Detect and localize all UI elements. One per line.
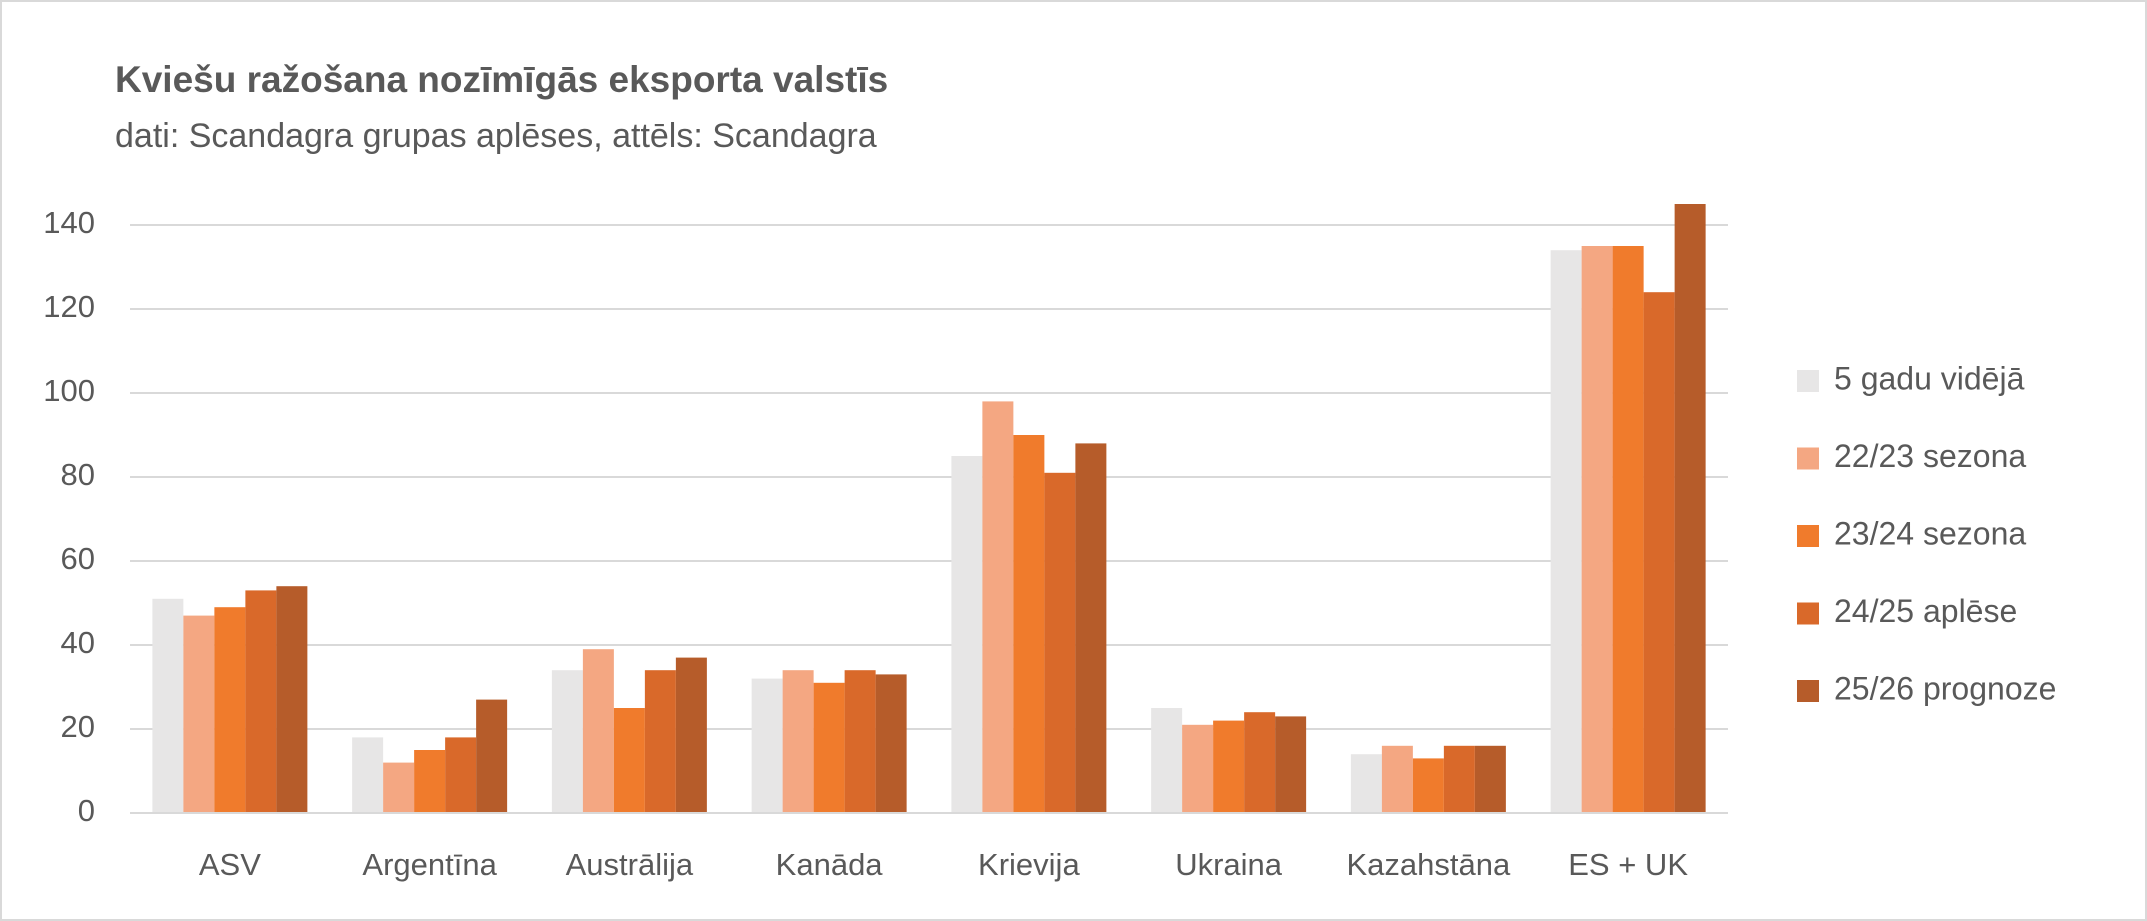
y-tick-label: 40: [61, 625, 95, 660]
bar: [644, 670, 676, 813]
bar: [982, 401, 1014, 813]
bar: [1044, 472, 1076, 813]
y-tick-label: 100: [43, 373, 95, 408]
bar: [813, 682, 845, 813]
bar: [551, 670, 583, 813]
legend-label: 24/25 aplēse: [1834, 593, 2017, 629]
bar: [1550, 250, 1582, 813]
bar: [1643, 292, 1675, 813]
bar: [1443, 745, 1475, 813]
x-tick-label: Argentīna: [362, 847, 497, 882]
bar: [1151, 708, 1183, 813]
bar: [782, 670, 814, 813]
y-tick-label: 0: [78, 793, 95, 828]
bar: [1182, 724, 1214, 813]
bar: [1581, 246, 1613, 813]
bar: [245, 590, 277, 813]
bar: [1674, 204, 1706, 813]
bar: [951, 456, 983, 813]
legend-label: 5 gadu vidējā: [1834, 360, 2025, 396]
bar: [1612, 246, 1644, 813]
legend-label: 23/24 sezona: [1834, 515, 2026, 551]
bar: [1244, 712, 1276, 813]
bar: [152, 598, 184, 813]
bar: [751, 678, 783, 813]
legend-swatch: [1797, 447, 1819, 470]
x-tick-label: Krievija: [978, 847, 1080, 882]
legend-swatch: [1797, 602, 1819, 625]
bar: [1013, 435, 1045, 813]
bar: [476, 699, 508, 813]
chart-title: Kviešu ražošana nozīmīgās eksporta valst…: [115, 59, 888, 100]
bar: [445, 737, 477, 813]
bar: [183, 615, 215, 813]
bar: [1412, 758, 1444, 813]
bar: [1350, 754, 1382, 813]
x-tick-label: Kazahstāna: [1347, 847, 1511, 882]
bar: [1213, 720, 1245, 813]
y-tick-label: 120: [43, 289, 95, 324]
legend-swatch: [1797, 680, 1819, 702]
bar: [276, 586, 308, 813]
x-tick-label: Ukraina: [1175, 847, 1283, 882]
bar: [582, 649, 614, 813]
bar: [675, 657, 707, 813]
x-tick-label: Kanāda: [776, 847, 884, 882]
bar: [844, 670, 876, 813]
bar: [383, 762, 415, 813]
legend-label: 25/26 prognoze: [1834, 670, 2056, 706]
y-tick-label: 20: [61, 709, 95, 744]
y-tick-label: 140: [43, 205, 95, 240]
chart-subtitle: dati: Scandagra grupas aplēses, attēls: …: [115, 117, 877, 155]
bar: [1075, 443, 1107, 813]
bar: [214, 607, 246, 813]
bar: [414, 750, 446, 813]
bar: [1381, 745, 1413, 813]
bar: [875, 674, 907, 813]
y-tick-label: 60: [61, 541, 95, 576]
legend-swatch: [1797, 370, 1819, 392]
legend-label: 22/23 sezona: [1834, 438, 2026, 474]
bar: [1275, 716, 1307, 813]
x-tick-label: ES + UK: [1568, 847, 1688, 882]
legend-swatch: [1797, 525, 1819, 547]
bar: [613, 708, 645, 813]
y-tick-label: 80: [61, 457, 95, 492]
x-tick-label: ASV: [199, 847, 261, 882]
x-tick-label: Austrālija: [566, 847, 694, 882]
bar: [352, 737, 384, 813]
bar: [1474, 745, 1506, 813]
